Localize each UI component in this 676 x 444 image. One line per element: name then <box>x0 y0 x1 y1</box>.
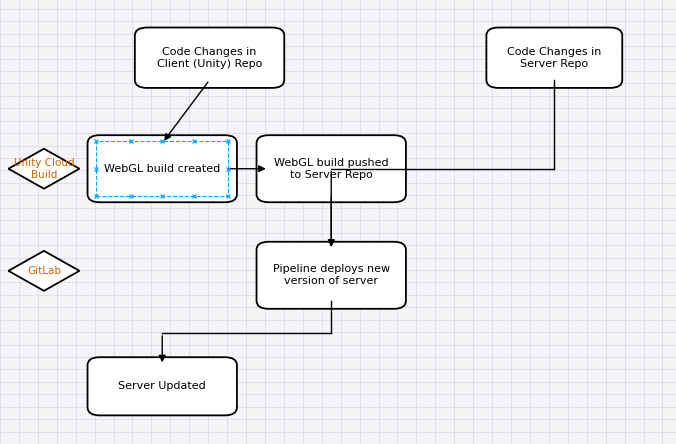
FancyBboxPatch shape <box>88 357 237 416</box>
Text: Server Updated: Server Updated <box>118 381 206 391</box>
Text: WebGL build created: WebGL build created <box>104 164 220 174</box>
Polygon shape <box>9 251 79 291</box>
Text: Code Changes in
Client (Unity) Repo: Code Changes in Client (Unity) Repo <box>157 47 262 68</box>
FancyBboxPatch shape <box>135 28 284 88</box>
FancyBboxPatch shape <box>486 28 622 88</box>
FancyBboxPatch shape <box>256 135 406 202</box>
Text: GitLab: GitLab <box>27 266 61 276</box>
Text: Pipeline deploys new
version of server: Pipeline deploys new version of server <box>272 265 390 286</box>
Text: Code Changes in
Server Repo: Code Changes in Server Repo <box>507 47 602 68</box>
Text: WebGL build pushed
to Server Repo: WebGL build pushed to Server Repo <box>274 158 389 179</box>
FancyBboxPatch shape <box>256 242 406 309</box>
FancyBboxPatch shape <box>88 135 237 202</box>
Text: Unity Cloud
Build: Unity Cloud Build <box>14 158 74 179</box>
Polygon shape <box>9 149 79 189</box>
